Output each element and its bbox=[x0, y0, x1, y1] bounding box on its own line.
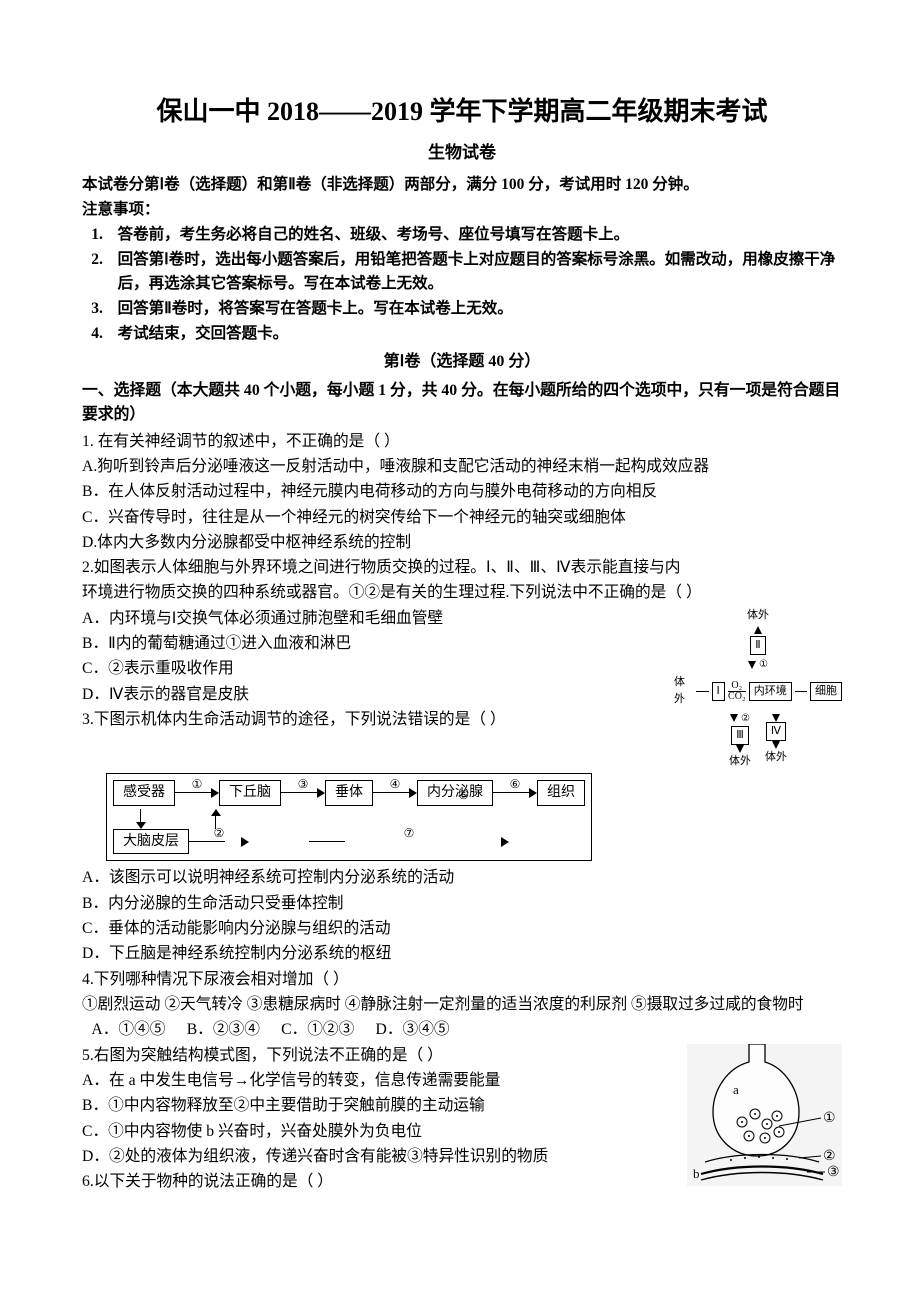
notice-item: 4.考试结束，交回答题卡。 bbox=[82, 322, 842, 346]
q1-opt-a: A.狗听到铃声后分泌唾液这一反射活动中，唾液腺和支配它活动的神经末梢一起构成效应… bbox=[82, 455, 842, 479]
q3-opt-a: A．该图示可以说明神经系统可控制内分泌系统的活动 bbox=[82, 866, 842, 890]
question-2: 2.如图表示人体细胞与外界环境之间进行物质交换的过程。Ⅰ、Ⅱ、Ⅲ、Ⅳ表示能直接与… bbox=[82, 556, 842, 707]
q4-items: ①剧烈运动 ②天气转冷 ③患糖尿病时 ④静脉注射一定剂量的适当浓度的利尿剂 ⑤摄… bbox=[82, 993, 842, 1017]
intro-2: 注意事项： bbox=[82, 198, 842, 222]
q4-opt-c: C．①②③ bbox=[281, 1018, 354, 1042]
intro-1: 本试卷分第Ⅰ卷（选择题）和第Ⅱ卷（非选择题）两部分，满分 100 分，考试用时 … bbox=[82, 173, 842, 197]
q3-opt-b: B．内分泌腺的生命活动只受垂体控制 bbox=[82, 892, 842, 916]
question-1: 1. 在有关神经调节的叙述中，不正确的是（ ） A.狗听到铃声后分泌唾液这一反射… bbox=[82, 430, 842, 556]
q4-opt-d: D．③④⑤ bbox=[376, 1018, 450, 1042]
page-title: 保山一中 2018——2019 学年下学期高二年级期末考试 bbox=[82, 92, 842, 132]
svg-text:a: a bbox=[733, 1082, 739, 1097]
q4-opt-b: B．②③④ bbox=[187, 1018, 260, 1042]
q2-label: ① bbox=[759, 657, 768, 673]
q3-opt-c: C．垂体的活动能影响内分泌腺与组织的活动 bbox=[82, 917, 842, 941]
question-3: 3.下图示机体内生命活动调节的途径，下列说法错误的是（ ） 感受器 ① 下丘脑 … bbox=[82, 708, 842, 967]
q2-stem-2: 环境进行物质交换的四种系统或器官。①②是有关的生理过程.下列说法中不正确的是（ … bbox=[82, 581, 842, 605]
q2-node: Ⅱ bbox=[750, 636, 765, 655]
q1-opt-c: C．兴奋传导时，往往是从一个神经元的树突传给下一个神经元的轴突或细胞体 bbox=[82, 506, 842, 530]
q3-label: ⑤ bbox=[458, 786, 469, 805]
q2-label: 体外 bbox=[674, 674, 693, 708]
q1-opt-d: D.体内大多数内分泌腺都受中枢神经系统的控制 bbox=[82, 531, 842, 555]
q3-node: 内分泌腺 bbox=[417, 780, 493, 806]
q4-stem: 4.下列哪种情况下尿液会相对增加（ ） bbox=[82, 968, 842, 992]
q2-label: 体外 bbox=[747, 607, 769, 624]
q2-node: 内环境 bbox=[749, 682, 792, 701]
q3-node: 大脑皮层 bbox=[113, 829, 189, 855]
section-1-heading: 第Ⅰ卷（选择题 40 分） bbox=[82, 350, 842, 375]
notice-item: 1.答卷前，考生务必将自己的姓名、班级、考场号、座位号填写在答题卡上。 bbox=[82, 223, 842, 247]
notice-item: 2.回答第Ⅰ卷时，选出每小题答案后，用铅笔把答题卡上对应题目的答案标号涂黑。如需… bbox=[82, 248, 842, 296]
q2-stem-1: 2.如图表示人体细胞与外界环境之间进行物质交换的过程。Ⅰ、Ⅱ、Ⅲ、Ⅳ表示能直接与… bbox=[82, 556, 842, 580]
q4-opt-a: A．①④⑤ bbox=[91, 1018, 165, 1042]
q4-options: A．①④⑤ B．②③④ C．①②③ D．③④⑤ bbox=[82, 1018, 842, 1042]
q2-label: CO₂ bbox=[728, 692, 745, 702]
question-5: a ① ② bbox=[82, 1044, 842, 1170]
q3-node: 下丘脑 bbox=[219, 780, 281, 806]
q2-node: Ⅰ bbox=[712, 682, 725, 701]
q3-figure: 感受器 ① 下丘脑 ③ 垂体 ④ 内分泌腺 ⑥ 组织 bbox=[106, 773, 592, 861]
q3-opt-d: D．下丘脑是神经系统控制内分泌系统的枢纽 bbox=[82, 942, 842, 966]
notice-list: 1.答卷前，考生务必将自己的姓名、班级、考场号、座位号填写在答题卡上。 2.回答… bbox=[82, 223, 842, 346]
question-4: 4.下列哪种情况下尿液会相对增加（ ） ①剧烈运动 ②天气转冷 ③患糖尿病时 ④… bbox=[82, 968, 842, 1043]
q3-node: 垂体 bbox=[325, 780, 373, 806]
q3-stem: 3.下图示机体内生命活动调节的途径，下列说法错误的是（ ） bbox=[82, 708, 842, 732]
notice-item: 3.回答第Ⅱ卷时，将答案写在答题卡上。写在本试卷上无效。 bbox=[82, 297, 842, 321]
section-1-instr: 一、选择题（本大题共 40 个小题，每小题 1 分，共 40 分。在每小题所给的… bbox=[82, 379, 842, 428]
question-6: 6.以下关于物种的说法正确的是（ ） bbox=[82, 1170, 842, 1194]
q2-label: O₂ bbox=[731, 681, 742, 691]
page-subtitle: 生物试卷 bbox=[82, 140, 842, 166]
q6-stem: 6.以下关于物种的说法正确的是（ ） bbox=[82, 1170, 842, 1194]
q3-node: 感受器 bbox=[113, 780, 175, 806]
q2-node: 细胞 bbox=[810, 682, 842, 701]
q1-stem: 1. 在有关神经调节的叙述中，不正确的是（ ） bbox=[82, 430, 842, 454]
q5-figure: a ① ② bbox=[687, 1044, 842, 1186]
q5-label: ② bbox=[823, 1149, 836, 1164]
q5-label: ① bbox=[823, 1111, 836, 1126]
q3-node: 组织 bbox=[537, 780, 585, 806]
q1-opt-b: B．在人体反射活动过程中，神经元膜内电荷移动的方向与膜外电荷移动的方向相反 bbox=[82, 480, 842, 504]
